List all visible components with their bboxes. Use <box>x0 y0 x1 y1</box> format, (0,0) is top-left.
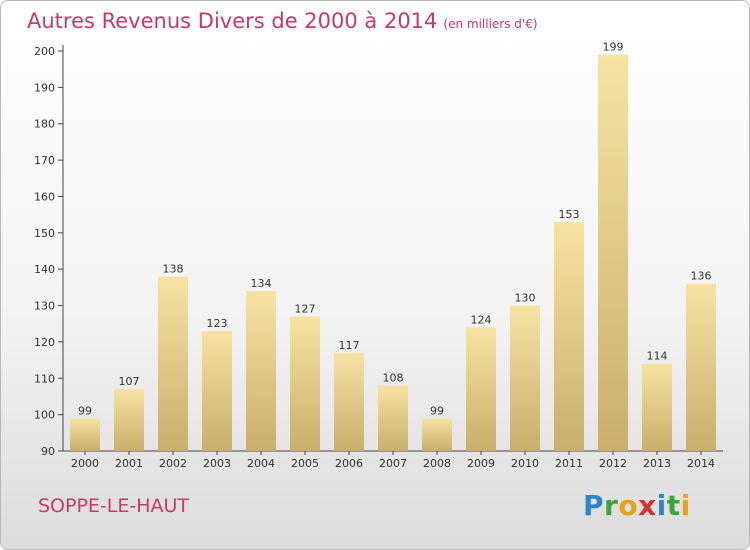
chart-title: Autres Revenus Divers de 2000 à 2014 (en … <box>27 9 538 33</box>
y-tick-label: 170 <box>34 154 55 167</box>
x-tick-label: 2013 <box>643 457 671 470</box>
y-tick-label: 190 <box>34 81 55 94</box>
bar <box>246 291 276 451</box>
data-label: 134 <box>251 277 272 290</box>
logo-letter: r <box>604 489 619 522</box>
y-tick-label: 90 <box>41 445 55 458</box>
data-label: 117 <box>339 339 360 352</box>
bar <box>422 418 452 451</box>
data-label: 138 <box>163 262 184 275</box>
data-label: 153 <box>559 208 580 221</box>
y-tick-label: 120 <box>34 336 55 349</box>
bar <box>642 363 672 451</box>
y-tick-label: 180 <box>34 118 55 131</box>
chart-title-text: Autres Revenus Divers de 2000 à 2014 <box>27 9 438 33</box>
y-tick-label: 200 <box>34 45 55 58</box>
data-label: 107 <box>119 375 140 388</box>
x-tick-label: 2003 <box>203 457 231 470</box>
data-label: 99 <box>430 404 444 417</box>
logo-letter: i <box>656 489 667 522</box>
bar <box>466 327 496 451</box>
data-label: 127 <box>295 302 316 315</box>
y-tick-label: 130 <box>34 300 55 313</box>
y-tick-label: 150 <box>34 227 55 240</box>
logo-letter: o <box>618 489 639 522</box>
logo-letter: t <box>666 489 681 522</box>
bar <box>334 352 364 451</box>
bar <box>554 221 584 451</box>
x-tick-label: 2011 <box>555 457 583 470</box>
x-tick-label: 2014 <box>687 457 715 470</box>
commune-name: SOPPE-LE-HAUT <box>38 495 190 517</box>
x-tick-label: 2010 <box>511 457 539 470</box>
y-tick-label: 100 <box>34 409 55 422</box>
bar <box>686 283 716 451</box>
x-tick-label: 2009 <box>467 457 495 470</box>
y-tick-label: 110 <box>34 372 55 385</box>
bar <box>114 389 144 451</box>
x-tick-label: 2012 <box>599 457 627 470</box>
x-tick-label: 2000 <box>71 457 99 470</box>
data-label: 199 <box>603 41 624 54</box>
data-label: 108 <box>383 372 404 385</box>
x-tick-label: 2005 <box>291 457 319 470</box>
bar <box>510 305 540 451</box>
bar <box>598 54 628 452</box>
x-tick-label: 2004 <box>247 457 275 470</box>
x-tick-label: 2001 <box>115 457 143 470</box>
y-tick-label: 160 <box>34 190 55 203</box>
data-label: 124 <box>471 313 492 326</box>
logo-letter: x <box>638 489 657 522</box>
data-label: 130 <box>515 292 536 305</box>
x-tick-label: 2002 <box>159 457 187 470</box>
bar <box>70 418 100 451</box>
x-tick-label: 2007 <box>379 457 407 470</box>
data-label: 114 <box>647 350 668 363</box>
logo-letter: i <box>680 489 691 522</box>
data-label: 99 <box>78 404 92 417</box>
bar <box>378 385 408 451</box>
x-tick-label: 2008 <box>423 457 451 470</box>
data-label: 123 <box>207 317 228 330</box>
data-label: 136 <box>691 270 712 283</box>
x-tick-label: 2006 <box>335 457 363 470</box>
y-tick-label: 140 <box>34 263 55 276</box>
logo-letter: P <box>583 489 605 522</box>
bar <box>290 316 320 451</box>
bar <box>158 276 188 451</box>
proxiti-logo: Proxiti <box>583 489 691 522</box>
chart-subtitle: (en milliers d'€) <box>443 17 538 31</box>
bar <box>202 331 232 451</box>
